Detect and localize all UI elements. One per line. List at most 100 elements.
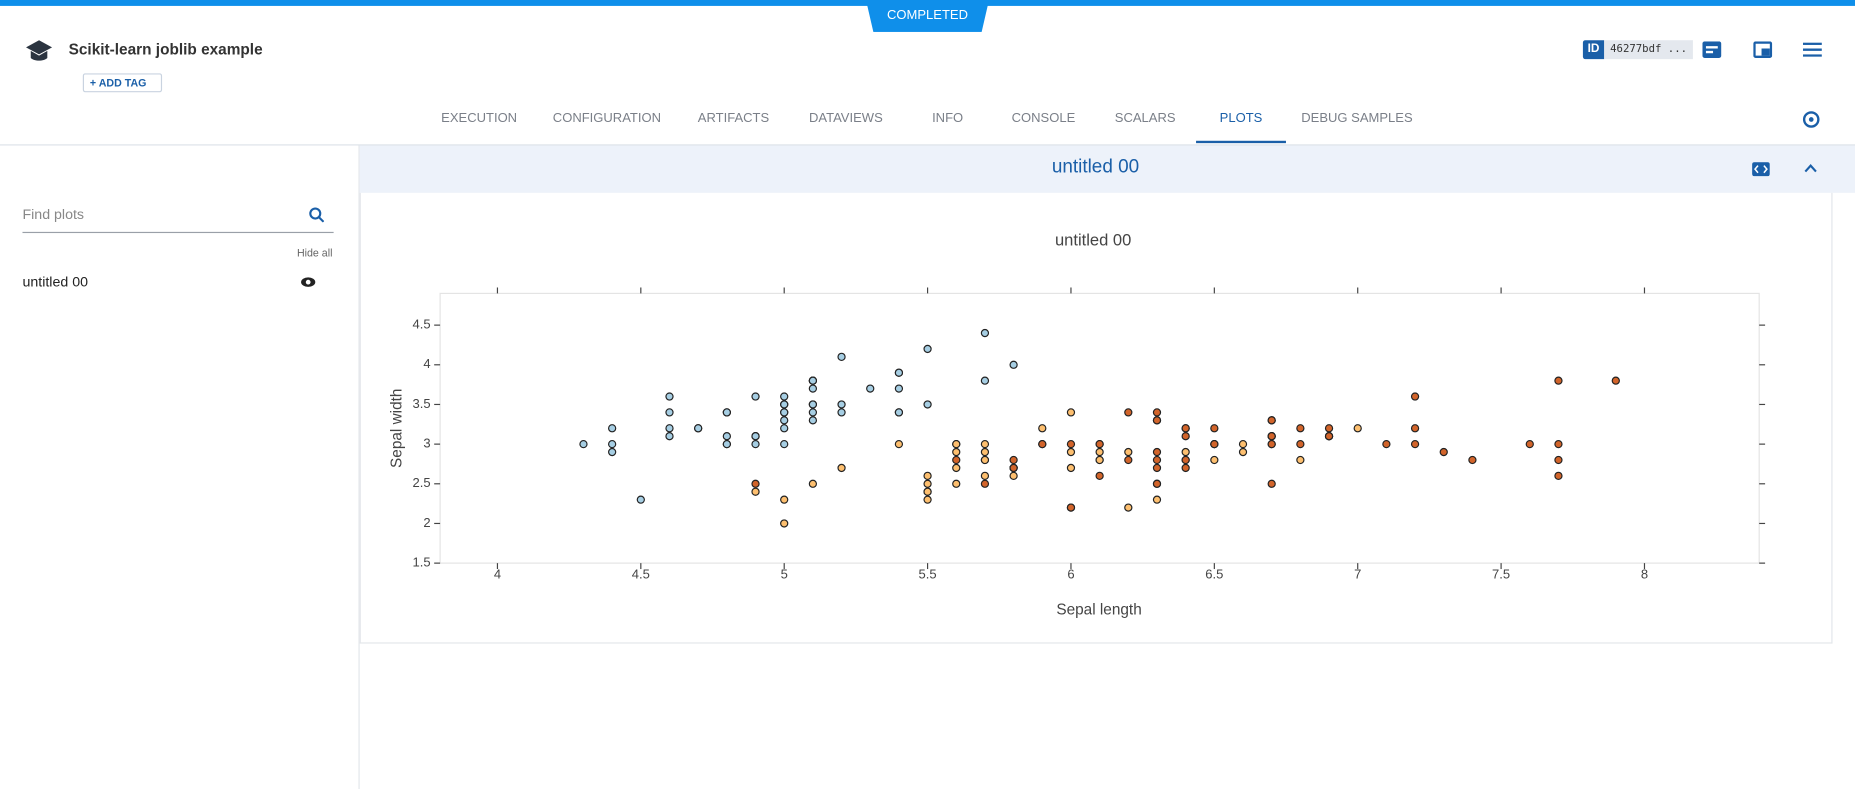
scatter-point [1152, 495, 1162, 504]
x-tick-label: 4.5 [632, 566, 650, 581]
scatter-point [608, 439, 617, 449]
scatter-point [1238, 439, 1248, 449]
add-tag-button[interactable]: + ADD TAG [82, 73, 162, 93]
scatter-point [1095, 439, 1104, 449]
plot-card [359, 192, 1833, 644]
panel-title: untitled 00 [1051, 157, 1140, 178]
refresh-icon[interactable] [1802, 110, 1821, 129]
scatter-point [923, 479, 932, 488]
scatter-point [1439, 447, 1448, 457]
scatter-point [1382, 439, 1391, 449]
details-icon[interactable] [1702, 41, 1722, 58]
scatter-point [722, 432, 731, 441]
layout-icon[interactable] [1753, 41, 1773, 58]
divider [0, 144, 1855, 146]
x-tick-label: 4 [494, 566, 501, 581]
scatter-point [1267, 432, 1276, 441]
task-id[interactable]: ID 46277bdf ... [1582, 40, 1693, 60]
tab-underline [1196, 140, 1286, 144]
scatter-point [952, 439, 961, 449]
scatter-point [1152, 463, 1162, 473]
scatter-point [780, 416, 789, 425]
scatter-point [1296, 455, 1305, 465]
scatter-point [808, 400, 818, 409]
embed-icon[interactable] [1752, 162, 1770, 177]
status-badge: COMPLETED [865, 0, 990, 32]
scatter-point [1152, 455, 1162, 465]
task-icon [26, 40, 53, 61]
y-tick-label: 4 [423, 356, 430, 371]
scatter-point [980, 447, 990, 457]
y-tick-label: 3.5 [413, 396, 431, 411]
tab[interactable]: EXECUTION [441, 111, 518, 126]
scatter-point [923, 344, 932, 354]
scatter-point [952, 479, 961, 488]
scatter-point [1554, 439, 1563, 449]
scatter-point [636, 495, 645, 504]
tab[interactable]: CONFIGURATION [552, 111, 662, 126]
search-icon[interactable] [309, 207, 325, 223]
tab[interactable]: CONSOLE [1011, 111, 1076, 126]
scatter-point [923, 400, 932, 409]
x-tick-label: 6 [1067, 566, 1074, 581]
tab[interactable]: ARTIFACTS [697, 111, 770, 126]
scatter-point [1095, 455, 1104, 465]
scatter-point [923, 495, 932, 504]
scatter-point [751, 432, 760, 441]
scatter-point [952, 463, 961, 473]
scatter-point [1554, 376, 1563, 385]
scatter-point [808, 376, 818, 385]
y-tick-label: 2 [423, 515, 430, 530]
tab[interactable]: INFO [932, 111, 964, 126]
scatter-point [1238, 447, 1248, 457]
scatter-point [1152, 447, 1162, 457]
scatter-point [1324, 432, 1334, 441]
chart: untitled 00 Sepal length Sepal width 1.5… [389, 231, 1766, 619]
tab-active[interactable]: PLOTS [1219, 111, 1263, 126]
scatter-point [694, 424, 703, 433]
plot-frame [439, 292, 1760, 564]
tab[interactable]: SCALARS [1114, 111, 1176, 126]
scatter-point [1210, 424, 1219, 433]
x-tick-label: 5.5 [919, 566, 937, 581]
add-tag-label: ADD TAG [98, 76, 147, 89]
scatter-point [952, 447, 961, 457]
x-tick-label: 7.5 [1492, 566, 1510, 581]
scatter-point [808, 479, 818, 488]
plus-icon: + [89, 76, 99, 89]
panel-header [359, 145, 1855, 193]
scatter-point [980, 455, 990, 465]
scatter-point [1267, 416, 1276, 425]
scatter-point [780, 439, 789, 449]
tab[interactable]: DEBUG SAMPLES [1301, 111, 1413, 126]
tab[interactable]: DATAVIEWS [808, 111, 883, 126]
scatter-point [1152, 408, 1162, 417]
plot-list-item[interactable]: untitled 00 [22, 273, 89, 290]
scatter-point [1009, 463, 1018, 473]
scatter-point [837, 352, 846, 362]
scatter-point [722, 439, 731, 449]
collapse-icon[interactable] [1804, 163, 1817, 173]
scatter-point [1410, 439, 1420, 449]
scatter-point [1124, 455, 1133, 465]
scatter-point [780, 519, 789, 528]
scatter-point [751, 392, 760, 401]
hide-all-button[interactable]: Hide all [296, 247, 333, 260]
scatter-point [808, 384, 818, 393]
scatter-point [1210, 439, 1219, 449]
scatter-point [1410, 424, 1420, 433]
search-input[interactable]: Find plots [22, 205, 85, 223]
menu-icon[interactable] [1802, 42, 1822, 57]
scatter-point [1324, 424, 1334, 433]
scatter-point [894, 368, 904, 377]
eye-icon[interactable] [300, 277, 316, 288]
scatter-point [579, 439, 588, 449]
scatter-point [608, 447, 617, 457]
scatter-point [1095, 447, 1104, 457]
scatter-point [1525, 439, 1534, 449]
scatter-point [1095, 471, 1104, 481]
task-title: Scikit-learn joblib example [68, 40, 263, 58]
scatter-point [1554, 455, 1563, 465]
scatter-point [1267, 479, 1276, 488]
